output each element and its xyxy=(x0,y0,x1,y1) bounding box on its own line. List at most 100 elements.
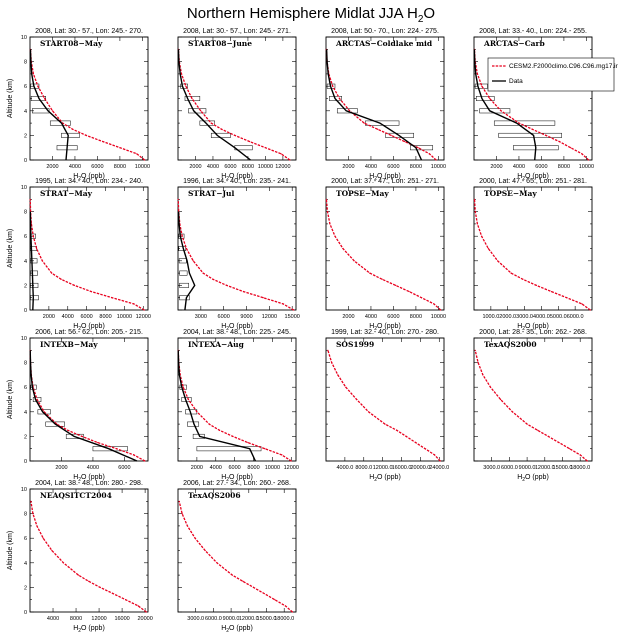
x-axis-label-main: H xyxy=(517,173,522,180)
model-profile-line xyxy=(29,350,146,462)
x-axis-label-main: H xyxy=(517,323,522,330)
model-point xyxy=(482,374,484,376)
panel-label: STRAT−Jul xyxy=(188,189,235,198)
error-box xyxy=(210,132,231,138)
panel-subtitle: 2004, Lat: 38.- 48., Lon: 225.- 245. xyxy=(183,329,291,336)
panel-subtitle: 2006, Lat: 27.- 34., Lon: 260.- 268. xyxy=(183,480,291,487)
x-tick-label: 4000 xyxy=(207,164,219,170)
model-profile-line xyxy=(177,49,291,161)
x-tick-label: 4000 xyxy=(87,465,99,471)
x-tick-label: 12000.0 xyxy=(373,465,393,471)
x-tick-label: 6000 xyxy=(224,164,236,170)
panel-2: 2008, Lat: 50.- 70., Lon: 224.- 275. ARCT… xyxy=(325,28,446,182)
model-point xyxy=(212,278,214,280)
model-point xyxy=(280,153,282,155)
model-point xyxy=(208,423,210,425)
x-tick-label: 8000 xyxy=(70,616,82,622)
x-tick-label: 12000 xyxy=(91,616,106,622)
model-point xyxy=(474,211,476,213)
model-point xyxy=(480,235,483,237)
x-tick-label: 16000.0 xyxy=(392,465,412,471)
panel-1: 2008, Lat: 30.- 57., Lon: 245.- 271. STAR… xyxy=(177,28,297,182)
model-point xyxy=(331,362,333,364)
model-point xyxy=(588,159,590,161)
x-axis-label-sub: 2 xyxy=(78,477,81,483)
model-point xyxy=(119,147,121,149)
model-point xyxy=(204,549,206,552)
error-box xyxy=(180,83,188,89)
x-tick-label: 18000.0 xyxy=(570,465,590,471)
x-axis-label-tail: O (ppb) xyxy=(525,173,549,180)
x-tick-label: 2000 xyxy=(191,465,203,471)
error-box xyxy=(65,433,84,439)
panel-13: 2006, Lat: 27.- 34., Lon: 260.- 268. TexA… xyxy=(177,480,297,634)
x-axis-label-main: H xyxy=(369,474,374,481)
model-point xyxy=(60,278,62,280)
model-point xyxy=(545,134,547,136)
model-point xyxy=(216,562,218,564)
model-point xyxy=(558,140,561,143)
panel-subtitle: 2008, Lat: 50.- 70., Lon: 224.- 275. xyxy=(331,28,439,35)
model-point xyxy=(477,362,479,364)
panel-label: SOS1999 xyxy=(336,340,374,349)
model-point xyxy=(234,134,236,136)
x-axis-label-tail: O (ppb) xyxy=(525,474,549,481)
x-axis-label-main: H xyxy=(73,625,78,632)
model-point xyxy=(202,272,204,274)
model-point xyxy=(487,247,489,250)
x-tick-label: 2000 xyxy=(46,164,58,170)
model-point xyxy=(51,110,54,112)
x-tick-label: 12000.0 xyxy=(239,616,259,622)
x-tick-label: 5000.0 xyxy=(550,314,567,320)
model-point xyxy=(262,297,264,299)
model-point xyxy=(51,549,53,552)
model-point xyxy=(221,128,223,130)
error-box xyxy=(179,282,189,288)
data-profile-line xyxy=(177,49,251,161)
panel-grid: 2008, Lat: 30.- 57., Lon: 245.- 270. STAR… xyxy=(7,28,619,634)
title-tail: O xyxy=(423,5,435,22)
model-point xyxy=(32,73,34,75)
model-point xyxy=(473,198,476,200)
error-box xyxy=(179,270,188,276)
panel-3: 2008, Lat: 33.- 40., Lon: 224.- 255. ARCT… xyxy=(473,28,619,182)
model-point xyxy=(200,110,202,112)
model-point xyxy=(497,260,499,262)
model-point xyxy=(192,260,194,262)
model-point xyxy=(124,599,127,601)
panel-subtitle: 1995, Lat: 34.- 40., Lon: 234.- 240. xyxy=(35,178,143,185)
model-point xyxy=(36,398,38,401)
x-tick-label: 6000.0 xyxy=(205,616,222,622)
model-point xyxy=(133,454,135,456)
x-tick-label: 9000.0 xyxy=(223,616,240,622)
model-point xyxy=(180,73,183,75)
x-axis-label-sub: 2 xyxy=(374,477,377,483)
model-point xyxy=(177,198,179,200)
model-point xyxy=(489,97,491,100)
x-axis-label-main: H xyxy=(369,323,374,330)
x-tick-label: 8000 xyxy=(558,164,570,170)
x-tick-label: 10000 xyxy=(579,164,594,170)
y-axis-label: Altitude (km) xyxy=(7,229,14,268)
x-axis-label: H2O (ppb) xyxy=(517,474,549,483)
legend: CESM2.F2000climo.C96.C96.mg17.ir Data xyxy=(487,57,619,92)
model-point xyxy=(111,297,113,299)
x-axis-label-sub: 2 xyxy=(226,326,229,332)
model-profile-line xyxy=(327,350,441,462)
model-point xyxy=(581,303,583,305)
model-profile-line xyxy=(30,501,147,613)
y-tick-label: 0 xyxy=(24,459,27,465)
model-point xyxy=(476,73,478,75)
model-point xyxy=(338,97,341,100)
x-axis-label-main: H xyxy=(73,474,78,481)
x-tick-label: 10000 xyxy=(431,164,446,170)
x-tick-label: 6000 xyxy=(229,465,241,471)
x-tick-label: 6000 xyxy=(535,164,547,170)
model-point xyxy=(181,235,183,237)
model-point xyxy=(182,386,184,388)
model-point xyxy=(218,429,221,431)
panel-label: START08−May xyxy=(40,39,103,48)
x-tick-label: 2000 xyxy=(189,164,201,170)
y-tick-label: 0 xyxy=(24,158,27,164)
error-box xyxy=(385,132,414,138)
